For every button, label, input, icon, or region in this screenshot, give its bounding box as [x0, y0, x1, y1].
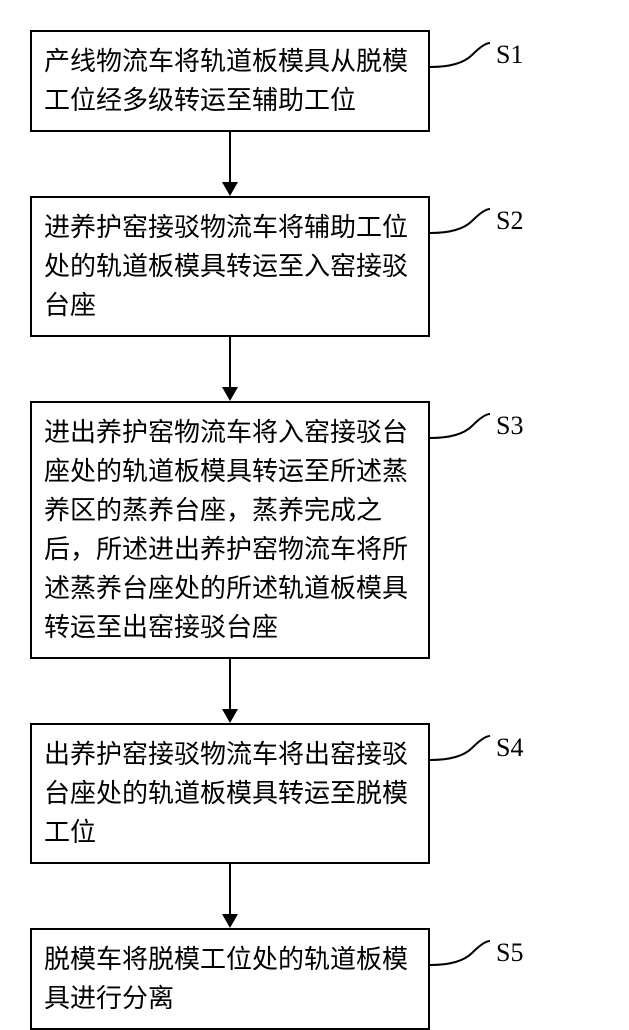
- flow-box: 进养护窑接驳物流车将辅助工位处的轨道板模具转运至入窑接驳台座: [30, 196, 430, 337]
- flow-step-S1: 产线物流车将轨道板模具从脱模工位经多级转运至辅助工位 S1: [30, 30, 600, 132]
- label-group: S5: [430, 938, 523, 968]
- connector-curve: [430, 207, 490, 235]
- step-label: S1: [496, 40, 523, 70]
- flow-step-S5: 脱模车将脱模工位处的轨道板模具进行分离 S5: [30, 928, 600, 1030]
- connector-curve: [430, 939, 490, 967]
- flow-step-S3: 进出养护窑物流车将入窑接驳台座处的轨道板模具转运至所述蒸养区的蒸养台座，蒸养完成…: [30, 401, 600, 659]
- flowchart-container: 产线物流车将轨道板模具从脱模工位经多级转运至辅助工位 S1 进养护窑接驳物流车将辅助…: [30, 30, 600, 1030]
- step-label: S4: [496, 733, 523, 763]
- arrow-head-icon: [222, 387, 238, 401]
- label-group: S2: [430, 206, 523, 236]
- step-label: S3: [496, 411, 523, 441]
- flow-box: 脱模车将脱模工位处的轨道板模具进行分离: [30, 928, 430, 1030]
- flow-step-S4: 出养护窑接驳物流车将出窑接驳台座处的轨道板模具转运至脱模工位 S4: [30, 723, 600, 864]
- flow-box: 出养护窑接驳物流车将出窑接驳台座处的轨道板模具转运至脱模工位: [30, 723, 430, 864]
- connector-curve: [430, 412, 490, 440]
- arrow-shaft: [229, 659, 231, 709]
- flow-step-S2: 进养护窑接驳物流车将辅助工位处的轨道板模具转运至入窑接驳台座 S2: [30, 196, 600, 337]
- flow-arrow: [30, 659, 430, 723]
- arrow-shaft: [229, 132, 231, 182]
- arrow-shaft: [229, 864, 231, 914]
- flow-box: 进出养护窑物流车将入窑接驳台座处的轨道板模具转运至所述蒸养区的蒸养台座，蒸养完成…: [30, 401, 430, 659]
- label-group: S1: [430, 40, 523, 70]
- arrow-head-icon: [222, 914, 238, 928]
- label-group: S3: [430, 411, 523, 441]
- arrow-head-icon: [222, 709, 238, 723]
- flow-arrow: [30, 132, 430, 196]
- step-label: S5: [496, 938, 523, 968]
- connector-curve: [430, 41, 490, 69]
- flow-box: 产线物流车将轨道板模具从脱模工位经多级转运至辅助工位: [30, 30, 430, 132]
- flow-arrow: [30, 864, 430, 928]
- label-group: S4: [430, 733, 523, 763]
- flow-arrow: [30, 337, 430, 401]
- step-label: S2: [496, 206, 523, 236]
- arrow-shaft: [229, 337, 231, 387]
- arrow-head-icon: [222, 182, 238, 196]
- connector-curve: [430, 734, 490, 762]
